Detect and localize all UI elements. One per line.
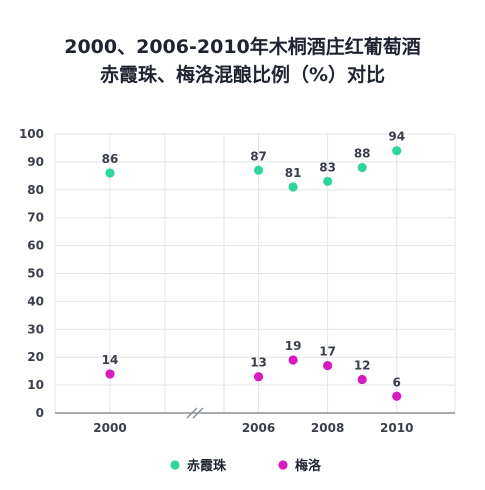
- y-tick-label: 40: [27, 294, 44, 308]
- data-point: [323, 176, 333, 187]
- data-label: 12: [354, 359, 371, 373]
- data-point: [105, 168, 115, 178]
- y-tick-label: 80: [27, 183, 44, 197]
- data-point: [323, 360, 333, 371]
- axis-break-mark: [186, 407, 198, 419]
- y-tick-label: 90: [27, 155, 44, 169]
- y-tick-label: 30: [27, 322, 44, 336]
- legend-marker: [170, 460, 180, 470]
- x-tick-label: 2008: [311, 421, 344, 435]
- data-point: [253, 372, 264, 382]
- chart-title-line-2: 赤霞珠、梅洛混酿比例（%）对比: [99, 64, 386, 86]
- y-tick-label: 50: [27, 267, 44, 281]
- x-tick-label: 2010: [380, 421, 413, 435]
- y-tick-label: 100: [19, 127, 44, 141]
- data-label: 83: [319, 160, 336, 174]
- data-point: [357, 374, 367, 385]
- data-label: 14: [102, 353, 119, 367]
- y-tick-label: 20: [27, 350, 44, 364]
- y-tick-label: 0: [36, 406, 44, 420]
- x-tick-label: 2000: [93, 421, 126, 435]
- data-label: 86: [102, 152, 119, 166]
- data-label: 6: [393, 375, 401, 389]
- data-label: 17: [319, 345, 336, 359]
- legend-marker: [278, 460, 288, 470]
- legend-label: 梅洛: [295, 458, 322, 474]
- y-tick-label: 10: [27, 378, 44, 392]
- data-label: 19: [285, 339, 302, 353]
- legend-label: 赤霞珠: [187, 458, 227, 474]
- data-label: 81: [285, 166, 302, 180]
- axis-break-mark: [192, 407, 204, 419]
- data-label: 13: [250, 356, 267, 370]
- data-point: [392, 146, 402, 156]
- x-tick-label: 2006: [242, 421, 275, 435]
- data-point: [357, 162, 367, 173]
- data-point: [105, 369, 115, 379]
- chart-title-line-1: 2000、2006-2010年木桐酒庄红葡萄酒: [64, 36, 421, 58]
- data-point: [288, 355, 298, 365]
- data-point: [392, 391, 402, 401]
- data-label: 88: [354, 146, 371, 160]
- data-label: 87: [250, 149, 267, 163]
- y-tick-label: 60: [27, 239, 44, 253]
- data-label: 94: [388, 130, 405, 144]
- data-point: [253, 165, 264, 175]
- data-point: [288, 182, 298, 192]
- y-tick-label: 70: [27, 211, 44, 225]
